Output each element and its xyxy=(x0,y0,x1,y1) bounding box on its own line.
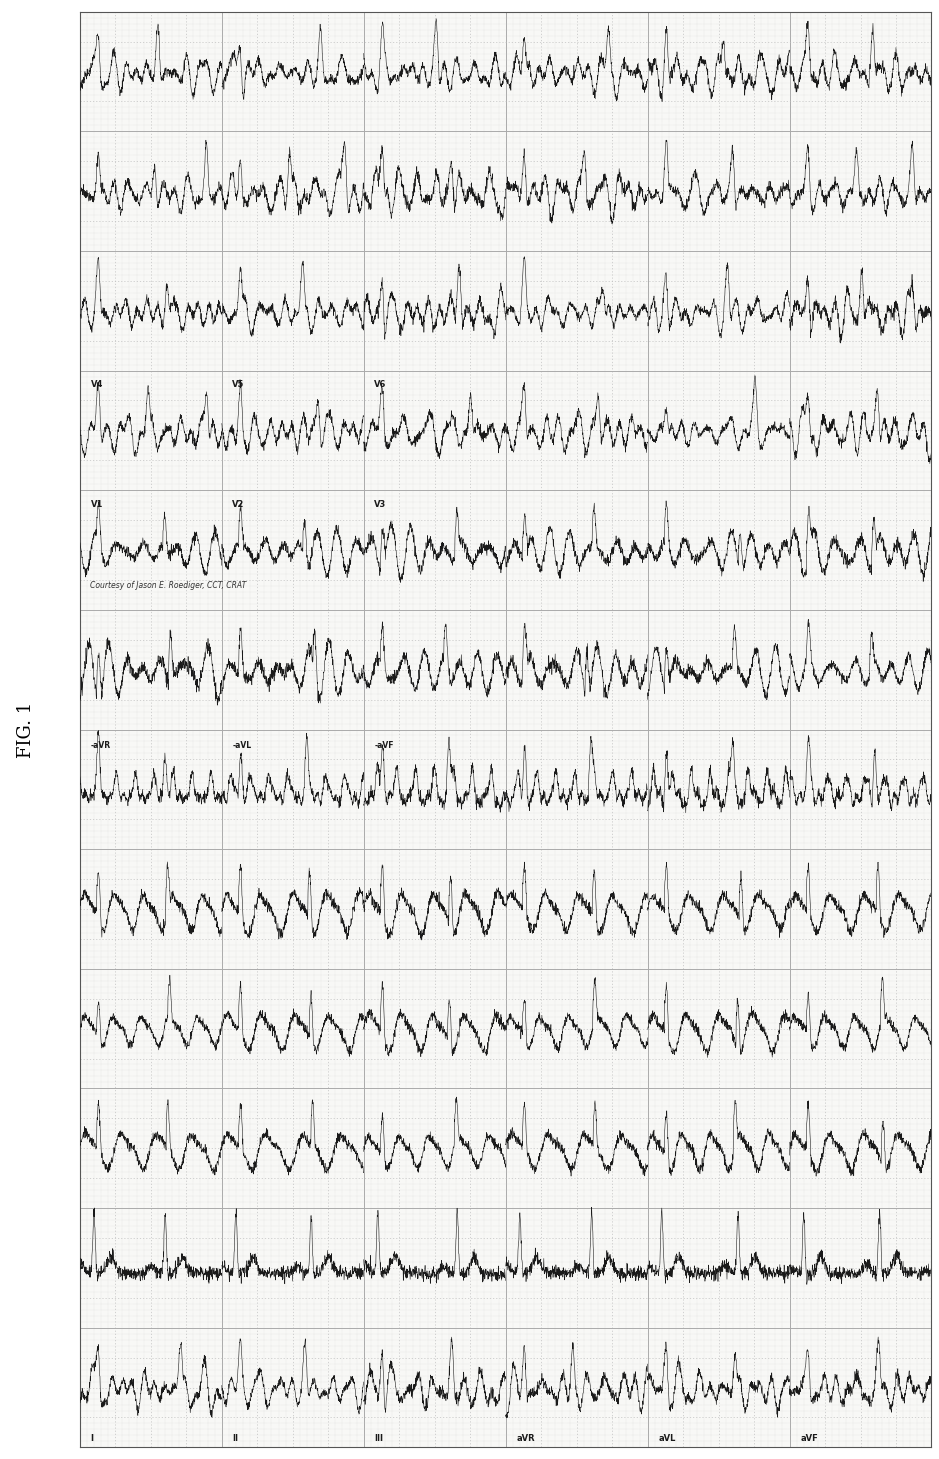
Text: V2: V2 xyxy=(233,500,245,509)
Text: aVL: aVL xyxy=(658,1434,676,1443)
Text: V1: V1 xyxy=(90,500,103,509)
Text: aVR: aVR xyxy=(516,1434,535,1443)
Text: II: II xyxy=(233,1434,239,1443)
Text: -aVL: -aVL xyxy=(233,741,252,750)
Text: -aVR: -aVR xyxy=(90,741,111,750)
Text: III: III xyxy=(375,1434,383,1443)
Text: aVF: aVF xyxy=(800,1434,818,1443)
Text: V3: V3 xyxy=(375,500,387,509)
Text: V6: V6 xyxy=(375,381,387,390)
Text: V4: V4 xyxy=(90,381,103,390)
Text: V5: V5 xyxy=(233,381,245,390)
Text: Courtesy of Jason E. Roediger, CCT, CRAT: Courtesy of Jason E. Roediger, CCT, CRAT xyxy=(90,582,247,591)
Text: FIG. 1: FIG. 1 xyxy=(17,702,36,757)
Text: I: I xyxy=(90,1434,94,1443)
Text: -aVF: -aVF xyxy=(375,741,393,750)
